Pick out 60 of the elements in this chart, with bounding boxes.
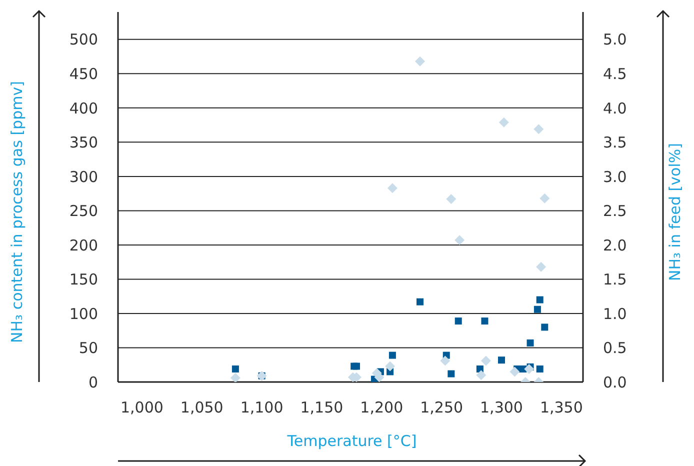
point	[480, 356, 491, 366]
point	[385, 361, 396, 372]
y-tick-label: 400	[69, 99, 98, 118]
point	[416, 298, 424, 306]
point	[454, 318, 462, 325]
y-tick-label: 50	[78, 339, 98, 358]
x-tick-label: 1,150	[300, 398, 344, 417]
y-tick-label: 350	[69, 134, 98, 152]
y-tick-label: 500	[69, 30, 98, 49]
point	[524, 364, 534, 374]
point	[534, 124, 544, 134]
point	[448, 370, 455, 378]
point	[536, 262, 546, 272]
point	[510, 366, 520, 377]
point	[498, 117, 509, 128]
y2-tick-label: 2.5	[603, 202, 627, 220]
y2-tick-label: 5.0	[603, 30, 627, 49]
point	[481, 318, 488, 325]
x-tick-label: 1,100	[240, 398, 284, 417]
point	[446, 194, 456, 204]
y2-tick-label: 0.0	[603, 373, 627, 392]
x-tick-label: 1,350	[540, 398, 583, 417]
y2-tick-label: 2.0	[603, 236, 627, 254]
x-tick-label: 1,250	[420, 398, 464, 417]
y-axis-title: NH₃ content in process gas [ppmv]	[8, 81, 26, 343]
y-tick-label: 150	[69, 270, 98, 289]
point	[454, 235, 465, 246]
y-tick-label: 200	[69, 236, 98, 254]
point	[415, 56, 426, 66]
point	[388, 352, 396, 359]
point	[540, 193, 550, 204]
point	[387, 183, 398, 194]
point	[526, 339, 534, 346]
point	[230, 372, 240, 382]
y-tick-label: 300	[69, 168, 98, 186]
point	[232, 365, 239, 372]
point	[498, 356, 506, 364]
point	[536, 296, 544, 304]
point	[476, 370, 486, 380]
y2-tick-label: 1.0	[603, 304, 627, 323]
point	[536, 365, 544, 372]
y-tick-label: 0	[88, 373, 98, 392]
x-axis-title: Temperature [°C]	[286, 432, 417, 450]
y2-tick-label: 4.0	[603, 99, 627, 118]
y2-axis-title: NH₃ in feed [vol%]	[666, 143, 684, 281]
x-tick-label: 1,000	[120, 398, 164, 417]
x-tick-label: 1,300	[480, 398, 523, 417]
y2-tick-label: 1.5	[603, 270, 627, 289]
point	[541, 324, 548, 331]
x-tick-label: 1,050	[180, 398, 224, 417]
y2-tick-label: 3.0	[603, 168, 627, 186]
y2-tick-label: 0.5	[603, 339, 627, 358]
y2-tick-label: 4.5	[603, 64, 627, 83]
y-tick-label: 250	[69, 202, 98, 220]
x-tick-label: 1,200	[360, 398, 404, 417]
point	[440, 356, 450, 366]
y2-tick-label: 3.5	[603, 134, 627, 152]
y-tick-label: 450	[69, 64, 98, 83]
y-tick-label: 100	[69, 304, 98, 323]
point	[534, 306, 541, 313]
